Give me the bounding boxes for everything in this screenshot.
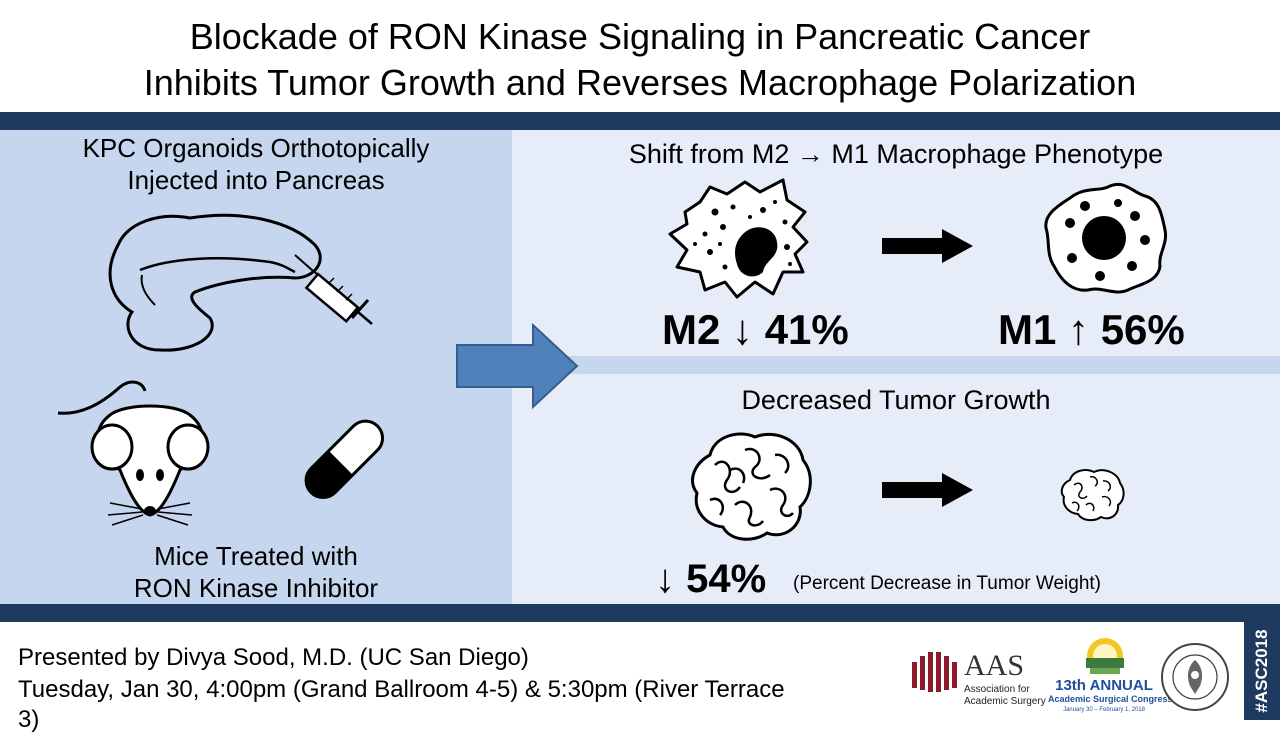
m2-value: 41% [764,306,849,353]
tumor-right-arrow-icon [882,473,973,507]
macrophage-heading: Shift from M2 → M1 Macrophage Phenotype [628,139,1164,169]
slide-title: Blockade of RON Kinase Signaling in Panc… [0,14,1280,106]
aas-abbr: AAS [964,649,1025,682]
schedule-line-continued: 3) [18,706,40,733]
aas-name-line-1: Association for [964,684,1030,695]
asc-congress: Academic Surgical Congress [1048,694,1173,704]
hashtag-text: #ASC2018 [1252,629,1271,713]
presenter-line: Presented by Divya Sood, M.D. (UC San Di… [18,644,529,671]
title-line-2: Inhibits Tumor Growth and Reverses Macro… [143,62,1137,103]
tumor-value: 54% [686,557,767,601]
organoids-caption-line-2: Injected into Pancreas [127,165,385,195]
center-arrow-icon [456,322,579,410]
small-tumor-icon [1060,469,1125,522]
asc-dates: January 30 – February 1, 2018 [1062,707,1146,713]
capsule-icon [304,419,385,500]
mice-caption-line-2: RON Kinase Inhibitor [133,573,379,603]
aas-name-line-2: Academic Surgery [964,696,1046,707]
aas-columns-icon [912,652,957,692]
m2-macrophage-icon [668,178,809,299]
schedule-line: Tuesday, Jan 30, 4:00pm (Grand Ballroom … [18,676,785,703]
m1-up-arrow-icon: ↑ [1068,306,1090,353]
m1-macrophage-icon [1044,182,1168,294]
sus-seal-icon [1161,643,1229,711]
large-tumor-icon [691,432,812,541]
m2-down-arrow-icon: ↓ [732,306,754,353]
mice-caption: Mice Treated with RON Kinase Inhibitor [0,540,512,604]
asc-logo: 13th ANNUAL Academic Surgical Congress J… [1048,634,1173,718]
m2-stat: M2 ↓ 41% [662,307,849,353]
m2-label: M2 [662,306,721,353]
tumor-down-arrow-icon: ↓ [655,557,675,601]
organoids-caption: KPC Organoids Orthotopically Injected in… [0,132,512,196]
top-band [0,112,1280,130]
macrophage-right-arrow-icon [882,229,973,263]
sus-seal [1160,642,1230,712]
title-line-1: Blockade of RON Kinase Signaling in Panc… [189,16,1091,57]
mouse-icon [57,380,210,526]
m1-value: 56% [1100,306,1185,353]
mice-caption-line-1: Mice Treated with [154,541,358,571]
hashtag-badge: #ASC2018 [1244,622,1280,720]
m1-label: M1 [998,306,1057,353]
tumor-stat: ↓ 54% [655,556,766,602]
asc-sunburst-icon [1086,638,1124,674]
tumor-heading: Decreased Tumor Growth [741,385,1051,415]
organoids-caption-line-1: KPC Organoids Orthotopically [82,133,430,163]
bottom-band [0,604,1280,622]
right-panel-divider [512,356,1280,374]
m1-stat: M1 ↑ 56% [998,307,1185,353]
left-panel [0,130,512,604]
aas-logo: AAS Association for Academic Surgery [912,649,1046,712]
asc-annual: 13th ANNUAL [1055,677,1153,694]
pancreas-syringe-icon [108,213,373,352]
tumor-note: (Percent Decrease in Tumor Weight) [793,573,1101,594]
